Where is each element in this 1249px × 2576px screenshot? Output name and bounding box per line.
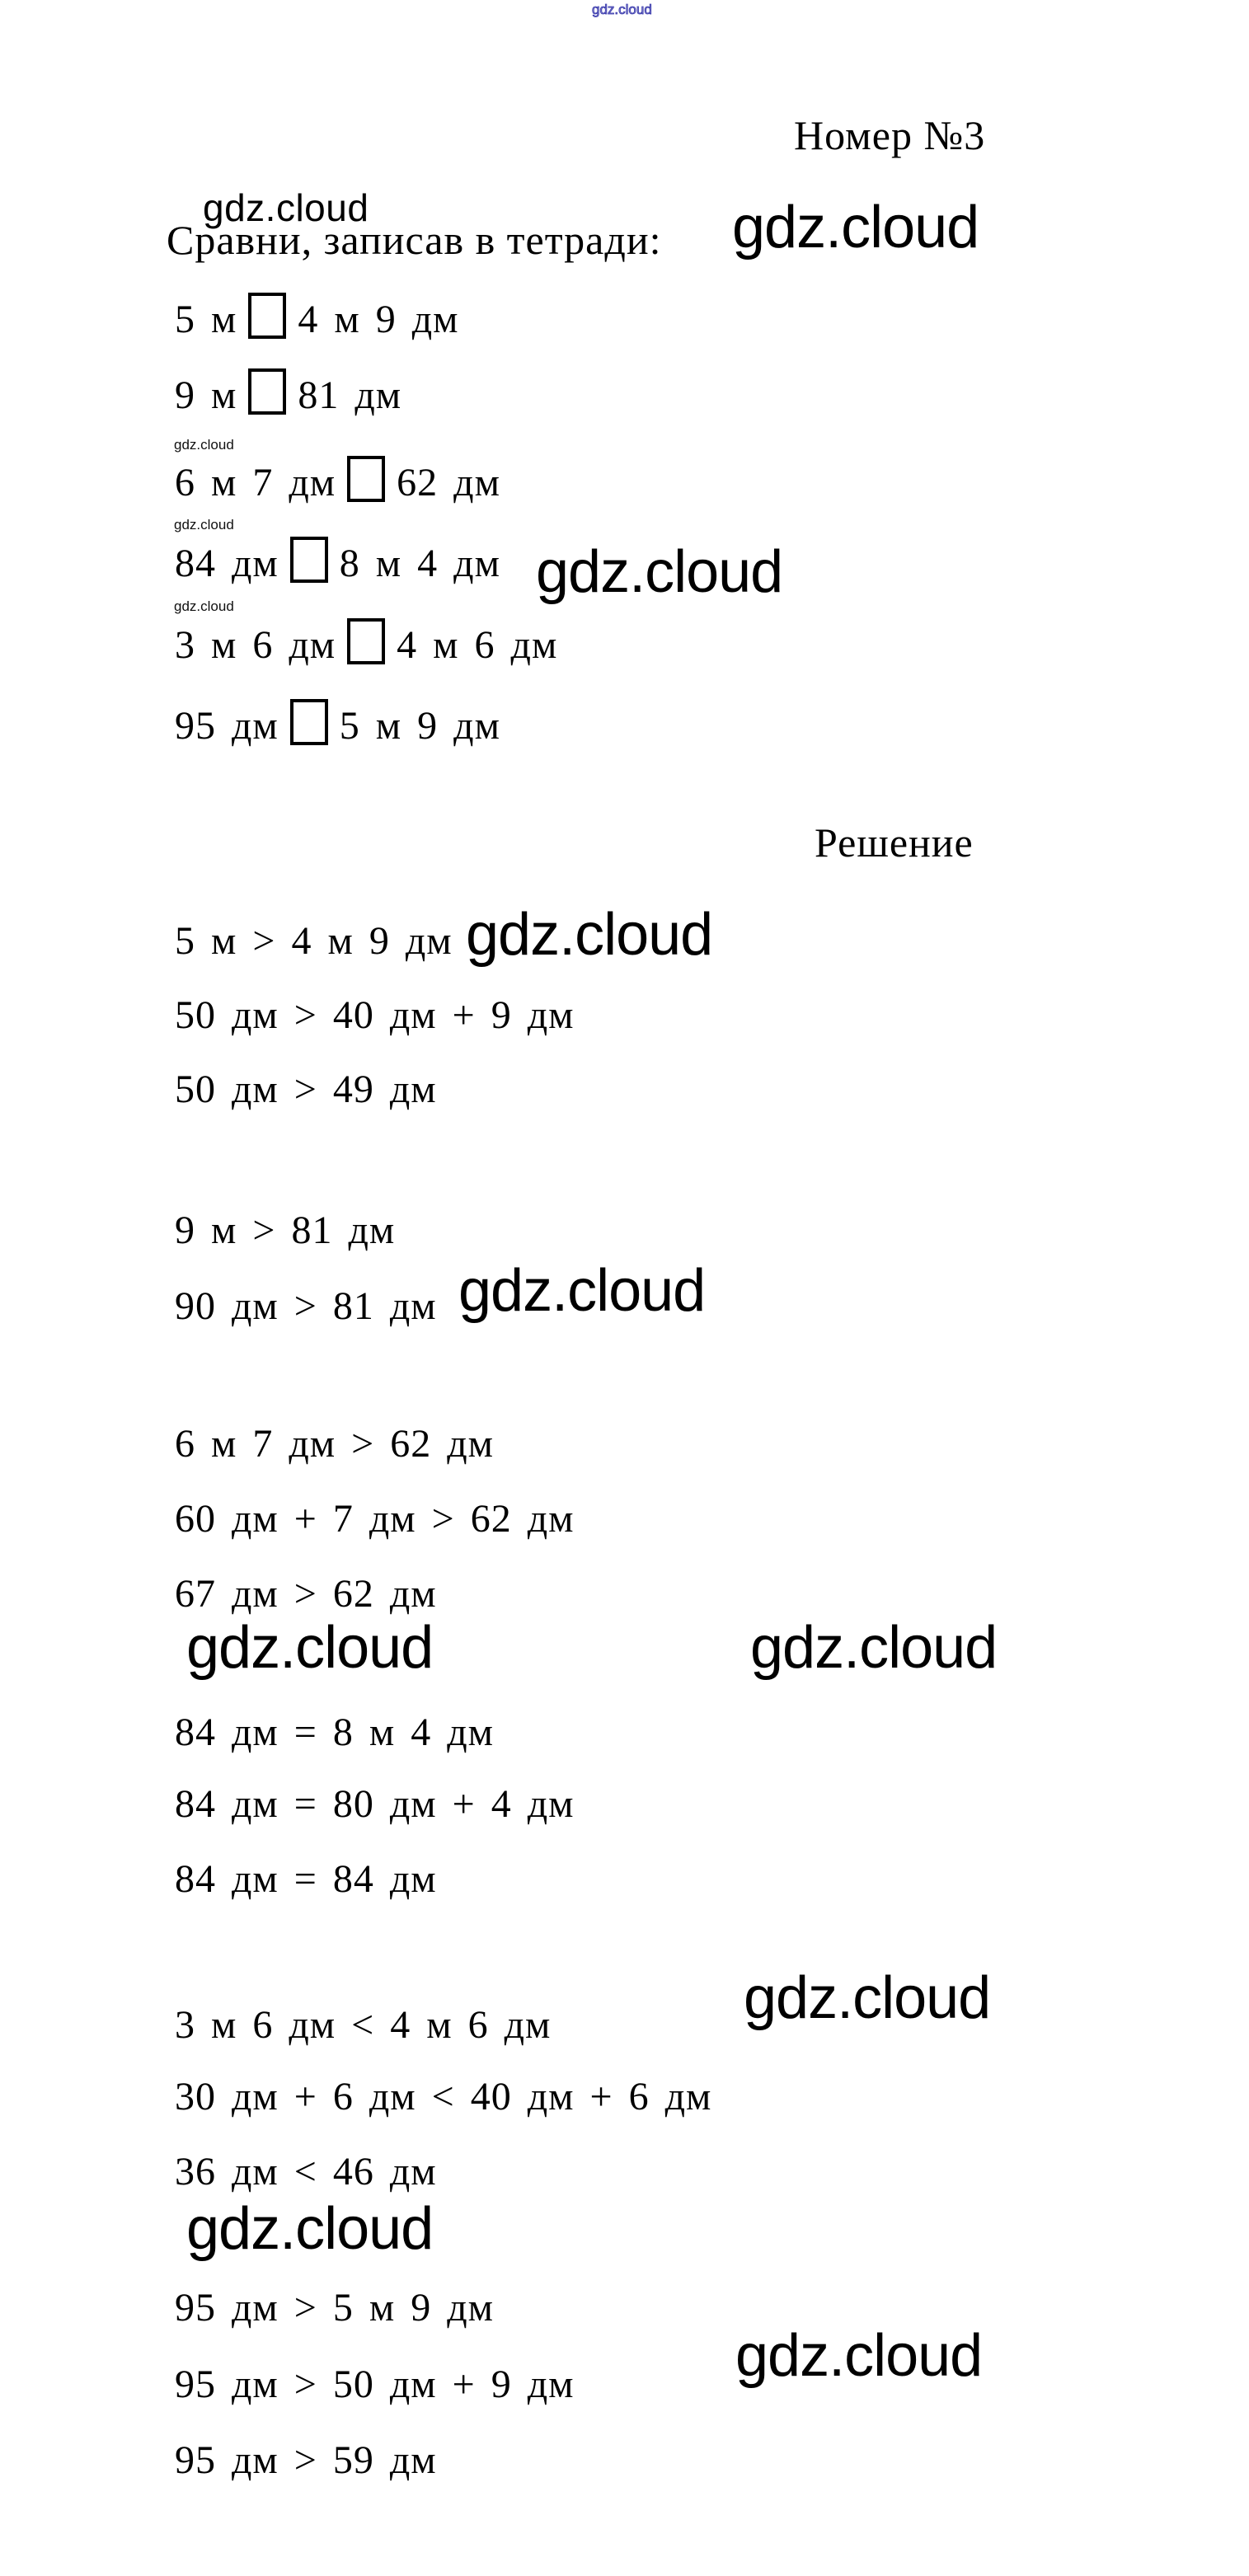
problem-right: 4 м 6 дм xyxy=(397,623,558,667)
problem-right: 81 дм xyxy=(298,373,402,417)
problem-row: 95 дм 5 м 9 дм xyxy=(175,699,500,746)
problem-left: 5 м xyxy=(175,298,237,341)
solution-line: 95 дм > 5 м 9 дм xyxy=(175,2286,495,2330)
problem-right: 8 м 4 дм xyxy=(339,542,500,585)
task-prompt: Сравни, записав в тетради: xyxy=(167,217,662,263)
problem-left: 84 дм xyxy=(175,542,279,585)
comparison-placeholder-box xyxy=(248,293,287,339)
watermark-large-5: gdz.cloud xyxy=(186,1615,434,1681)
problem-row: 84 дм 8 м 4 дм xyxy=(175,537,500,584)
watermark-large-1: gdz.cloud xyxy=(732,195,979,260)
watermark-large-7: gdz.cloud xyxy=(744,1965,991,2031)
watermark-tiny-1: gdz.cloud xyxy=(174,437,234,453)
solution-line: 3 м 6 дм < 4 м 6 дм xyxy=(175,2003,552,2047)
solution-line: 90 дм > 81 дм xyxy=(175,1284,437,1328)
problem-row: 9 м 81 дм xyxy=(175,368,401,415)
watermark-large-3: gdz.cloud xyxy=(466,902,713,968)
solution-line: 60 дм + 7 дм > 62 дм xyxy=(175,1497,575,1541)
watermark-large-2: gdz.cloud xyxy=(536,539,783,605)
watermark-tiny-2: gdz.cloud xyxy=(174,517,234,533)
problem-right: 5 м 9 дм xyxy=(339,704,500,748)
watermark-large-9: gdz.cloud xyxy=(735,2323,983,2389)
solution-line: 50 дм > 40 дм + 9 дм xyxy=(175,993,575,1037)
solution-line: 95 дм > 50 дм + 9 дм xyxy=(175,2363,575,2406)
problem-row: 3 м 6 дм 4 м 6 дм xyxy=(175,618,557,665)
solution-line: 9 м > 81 дм xyxy=(175,1208,396,1252)
solution-line: 95 дм > 59 дм xyxy=(175,2438,437,2482)
watermark-medium: gdz.cloud xyxy=(203,186,369,229)
solution-line: 84 дм = 8 м 4 дм xyxy=(175,1710,495,1754)
solution-line: 50 дм > 49 дм xyxy=(175,1067,437,1111)
problem-left: 9 м xyxy=(175,373,237,417)
comparison-placeholder-box xyxy=(347,618,386,664)
problem-left: 6 м 7 дм xyxy=(175,461,336,504)
watermark-large-8: gdz.cloud xyxy=(186,2196,434,2262)
comparison-placeholder-box xyxy=(248,368,287,415)
comparison-placeholder-box xyxy=(289,537,328,583)
watermark-large-6: gdz.cloud xyxy=(750,1615,998,1681)
solution-line: 84 дм = 84 дм xyxy=(175,1857,437,1901)
watermark-large-4: gdz.cloud xyxy=(458,1258,706,1324)
comparison-placeholder-box xyxy=(347,456,386,502)
problem-row: 5 м 4 м 9 дм xyxy=(175,293,459,340)
solution-line: 6 м 7 дм > 62 дм xyxy=(175,1422,495,1466)
watermark-top-blue: gdz.cloud xyxy=(592,2,653,17)
problem-left: 3 м 6 дм xyxy=(175,623,336,667)
solution-title: Решение xyxy=(815,819,974,866)
solution-line: 67 дм > 62 дм xyxy=(175,1572,437,1616)
problem-right: 62 дм xyxy=(397,461,500,504)
solution-line: 30 дм + 6 дм < 40 дм + 6 дм xyxy=(175,2075,712,2119)
problem-right: 4 м 9 дм xyxy=(298,298,459,341)
solution-line: 5 м > 4 м 9 дм xyxy=(175,919,453,963)
task-number-title: Номер №3 xyxy=(794,112,986,158)
comparison-placeholder-box xyxy=(289,699,328,745)
problem-row: 6 м 7 дм 62 дм xyxy=(175,456,500,503)
problem-left: 95 дм xyxy=(175,704,279,748)
solution-line: 36 дм < 46 дм xyxy=(175,2150,437,2194)
watermark-tiny-3: gdz.cloud xyxy=(174,598,234,614)
solution-line: 84 дм = 80 дм + 4 дм xyxy=(175,1782,575,1826)
